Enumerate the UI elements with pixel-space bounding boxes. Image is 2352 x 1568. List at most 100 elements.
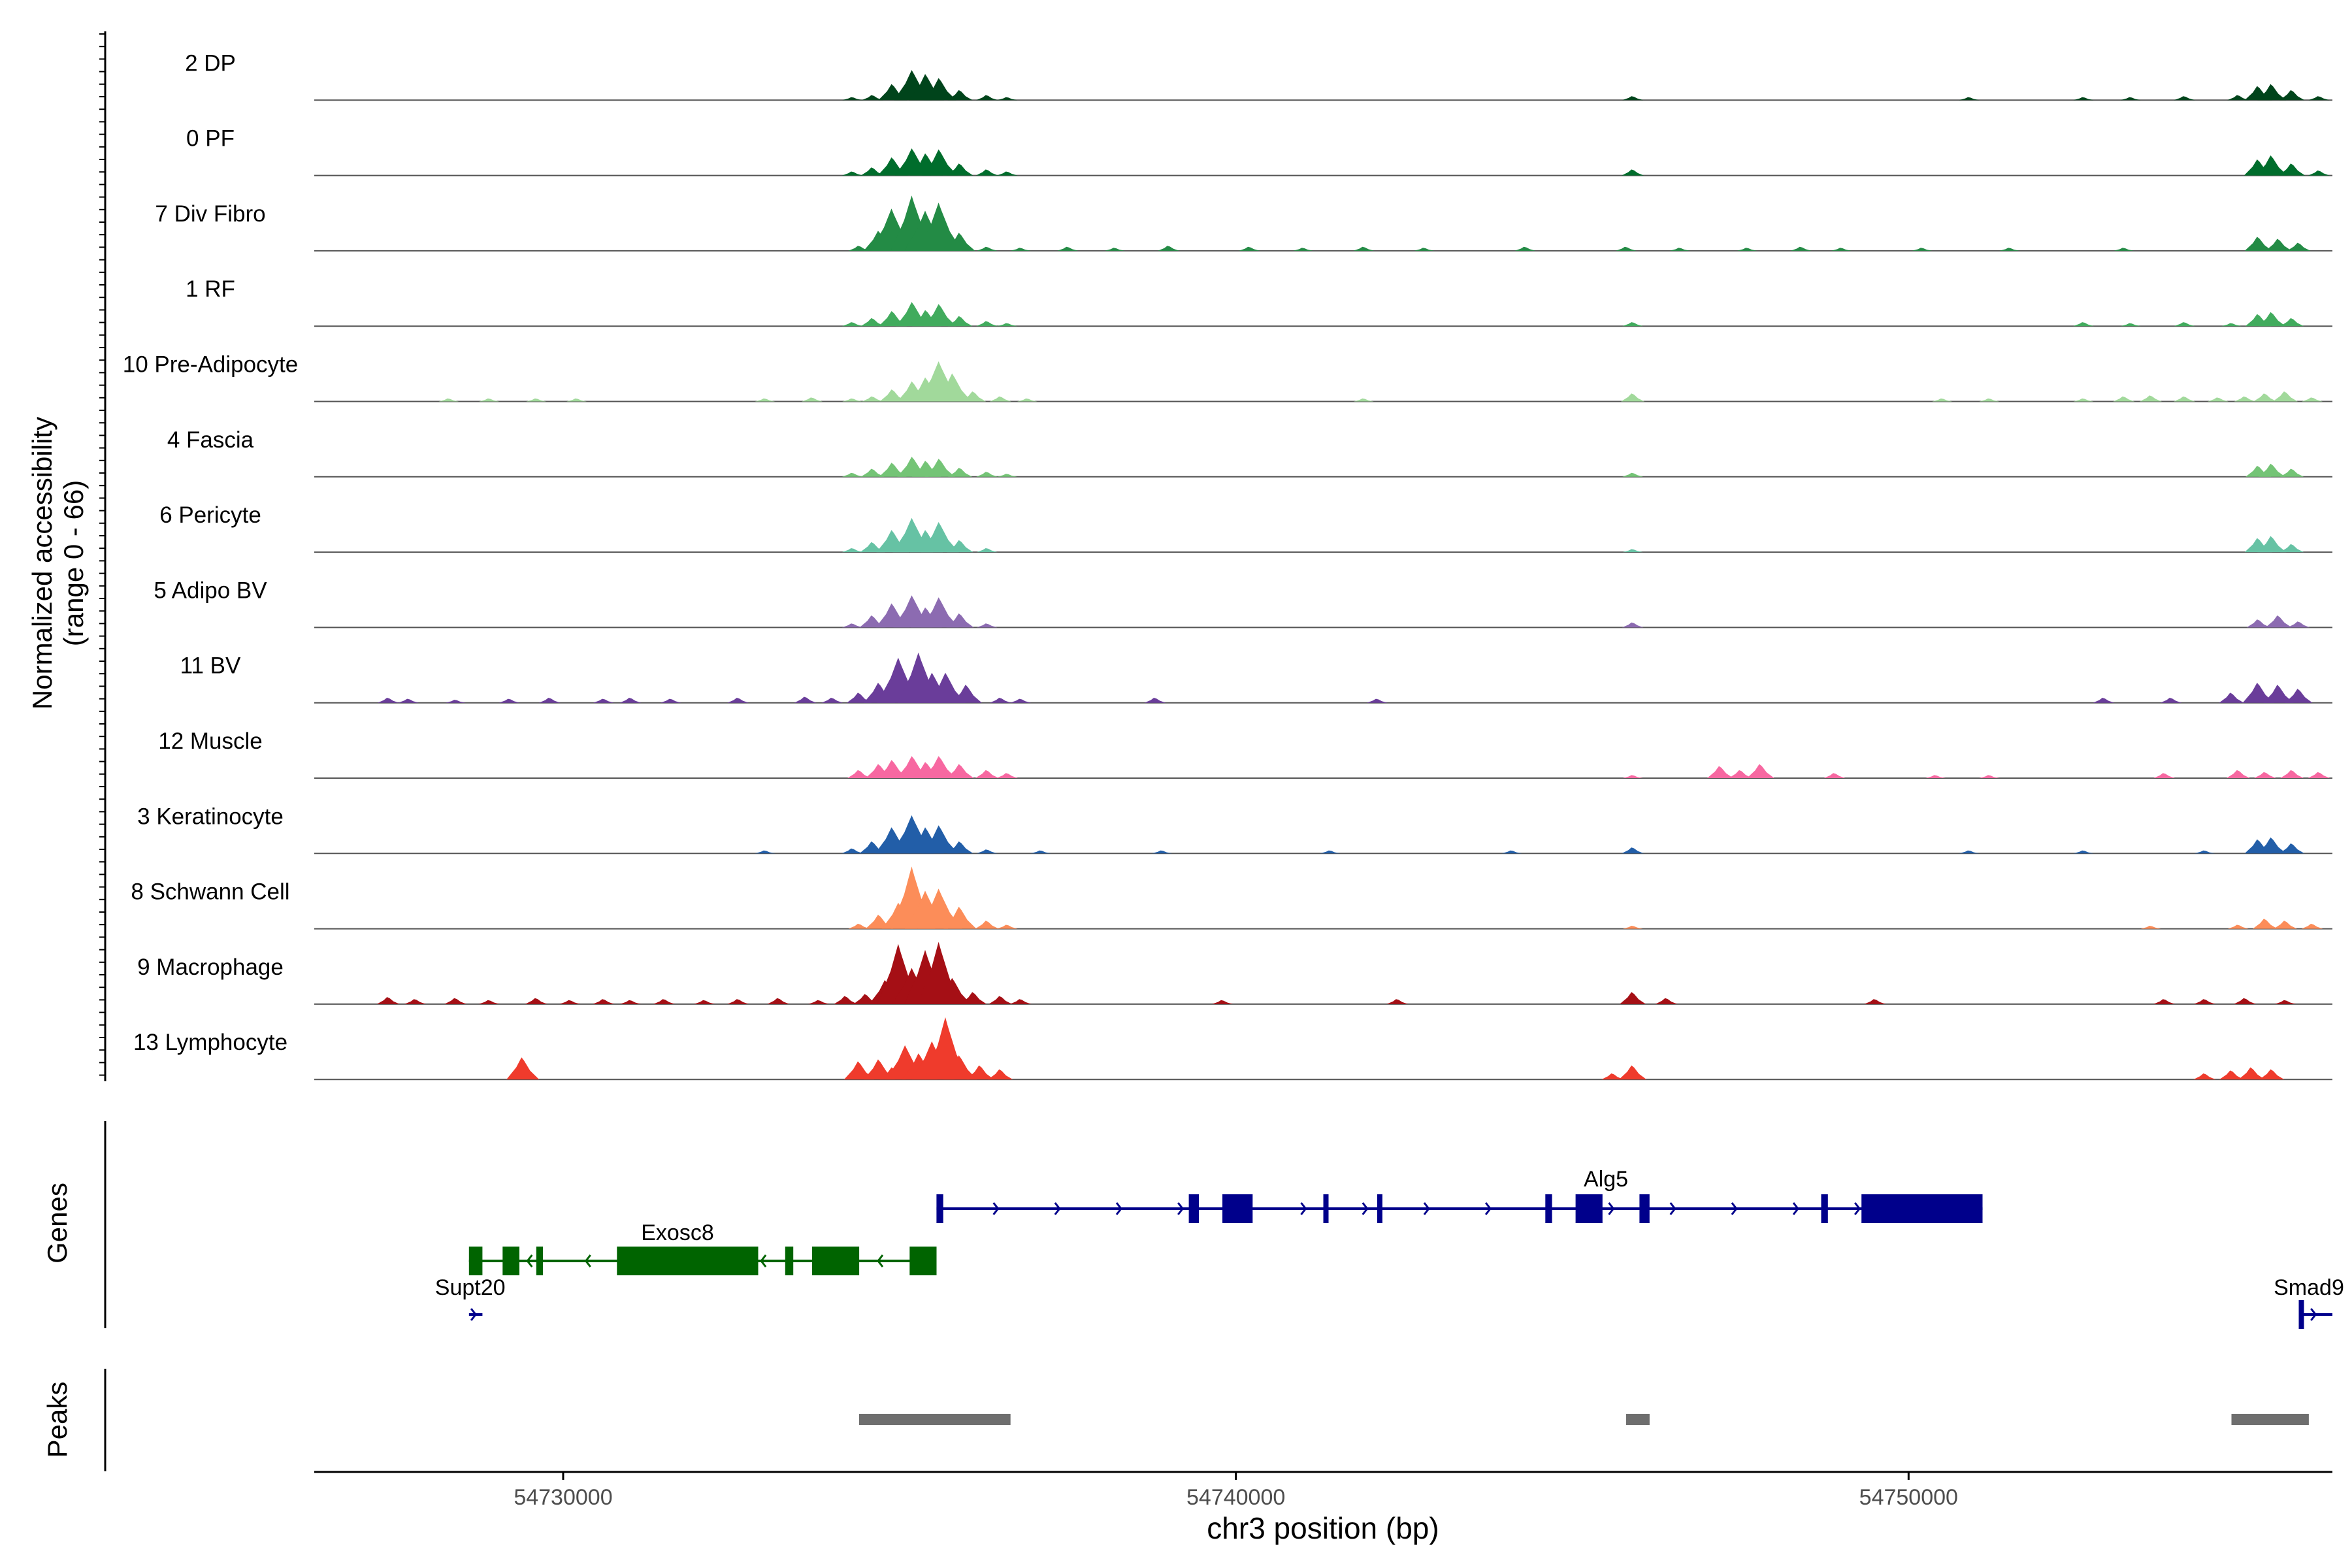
- coverage-peak: [2174, 396, 2195, 402]
- coverage-track: 7 Div Fibro: [155, 195, 2332, 252]
- coverage-peak: [2280, 318, 2304, 327]
- coverage-peak: [976, 472, 998, 477]
- coverage-peak: [2246, 619, 2270, 628]
- coverage-peak: [2263, 685, 2294, 703]
- coverage-peak: [1737, 248, 1757, 251]
- strand-arrow: [470, 1308, 478, 1321]
- gene-model: Supt20: [435, 1275, 506, 1321]
- gene-exon: [2298, 1300, 2304, 1329]
- coverage-peak: [1912, 248, 1933, 251]
- coverage-peak: [538, 698, 561, 703]
- gene-exon: [1821, 1194, 1828, 1223]
- coverage-peak: [943, 1055, 977, 1080]
- gene-label: Supt20: [435, 1275, 506, 1300]
- coverage-peak: [860, 468, 885, 477]
- coverage-peak: [2238, 1067, 2265, 1080]
- coverage-peak: [976, 321, 998, 327]
- coverage-peak: [2279, 843, 2305, 854]
- coverage-peak: [2257, 536, 2287, 553]
- coverage-peak: [1601, 1073, 1624, 1080]
- coverage-track: 2 DP: [185, 50, 2332, 101]
- strand-arrow: [1792, 1202, 1799, 1215]
- coverage-peak: [727, 698, 749, 703]
- coverage-peak: [841, 472, 863, 477]
- coverage-peak: [1366, 698, 1388, 703]
- coverage-peak: [842, 398, 863, 402]
- strand-arrow: [760, 1254, 767, 1267]
- track-label: 9 Macrophage: [137, 955, 284, 980]
- coverage-peak: [2265, 238, 2292, 251]
- track-label: 7 Div Fibro: [155, 201, 265, 227]
- track-label: 4 Fascia: [167, 427, 254, 453]
- strand-arrow: [1608, 1202, 1615, 1215]
- coverage-peak: [2174, 96, 2195, 101]
- coverage-peak: [1353, 246, 1375, 251]
- strand-arrow: [2310, 1308, 2317, 1321]
- coverage-peak: [498, 698, 520, 703]
- coverage-peak: [479, 398, 500, 402]
- coverage-peak: [976, 246, 998, 251]
- coverage-peak: [1239, 246, 1260, 251]
- coverage-peak: [2234, 396, 2256, 402]
- coverage-peak: [1622, 847, 1644, 854]
- coverage-peak: [2308, 772, 2330, 778]
- coverage-peak: [947, 841, 973, 854]
- gene-exon: [785, 1247, 794, 1275]
- coverage-peak: [821, 698, 843, 703]
- coverage-peak: [841, 848, 864, 854]
- coverage-peak: [1959, 850, 1980, 854]
- coverage-peak: [923, 78, 956, 101]
- coverage-peak: [848, 246, 870, 251]
- gene-exon: [936, 1194, 943, 1223]
- coverage-peak: [2193, 999, 2215, 1004]
- strand-arrow: [584, 1254, 591, 1267]
- coverage-peak: [1622, 549, 1643, 553]
- gene-model: Smad9: [2274, 1275, 2344, 1329]
- coverage-peak: [917, 889, 962, 929]
- gene-exon: [1377, 1194, 1382, 1223]
- coverage-peak: [2226, 770, 2250, 778]
- coverage-peak: [841, 623, 863, 628]
- coverage-peak: [755, 398, 776, 402]
- strand-arrow: [1362, 1202, 1369, 1215]
- coverage-peak: [1728, 770, 1752, 778]
- coverage-peak: [945, 233, 975, 251]
- coverage-peak: [2073, 398, 2094, 402]
- coverage-peak: [1932, 398, 1953, 402]
- strand-arrow: [1669, 1202, 1676, 1215]
- x-axis-label: chr3 position (bp): [1207, 1511, 1439, 1545]
- coverage-peak: [1057, 246, 1079, 251]
- coverage-peak: [834, 996, 858, 1004]
- coverage-peak: [1959, 97, 1980, 101]
- coverage-peak: [2256, 155, 2288, 176]
- coverage-peak: [1669, 248, 1690, 251]
- coverage-peak: [2114, 248, 2134, 251]
- coverage-peak: [1622, 926, 1643, 929]
- coverage-peak: [2140, 926, 2161, 929]
- track-label: 0 PF: [186, 126, 235, 152]
- coverage-peak: [526, 398, 547, 402]
- coverage-peak: [2259, 1069, 2285, 1080]
- coverage-peak: [404, 999, 426, 1004]
- coverage-track: 1 RF: [186, 276, 2332, 327]
- coverage-peak: [2253, 919, 2278, 929]
- track-label: 13 Lymphocyte: [133, 1030, 287, 1055]
- coverage-track: 8 Schwann Cell: [131, 866, 2332, 930]
- coverage-peak: [951, 685, 982, 703]
- coverage-peak: [438, 398, 459, 402]
- strand-arrow: [1484, 1202, 1492, 1215]
- x-axis-ticks: 54730000 54740000 54750000: [514, 1472, 1958, 1510]
- coverage-peak: [922, 149, 958, 176]
- coverage-peak: [997, 97, 1018, 101]
- gene-label: Smad9: [2274, 1275, 2344, 1300]
- coverage-peak: [2280, 544, 2304, 553]
- coverage-peak: [2120, 323, 2141, 327]
- gene-exon: [502, 1247, 519, 1275]
- coverage-track: 9 Macrophage: [137, 941, 2332, 1005]
- gene-annotation-track: Alg5 Exosc8 Supt20 Smad9: [435, 1167, 2344, 1329]
- coverage-peak: [1104, 248, 1125, 251]
- gene-exon: [1639, 1194, 1650, 1223]
- coverage-peak: [506, 1057, 540, 1080]
- coverage-peak: [1831, 248, 1852, 251]
- gene-exon: [1222, 1194, 1253, 1223]
